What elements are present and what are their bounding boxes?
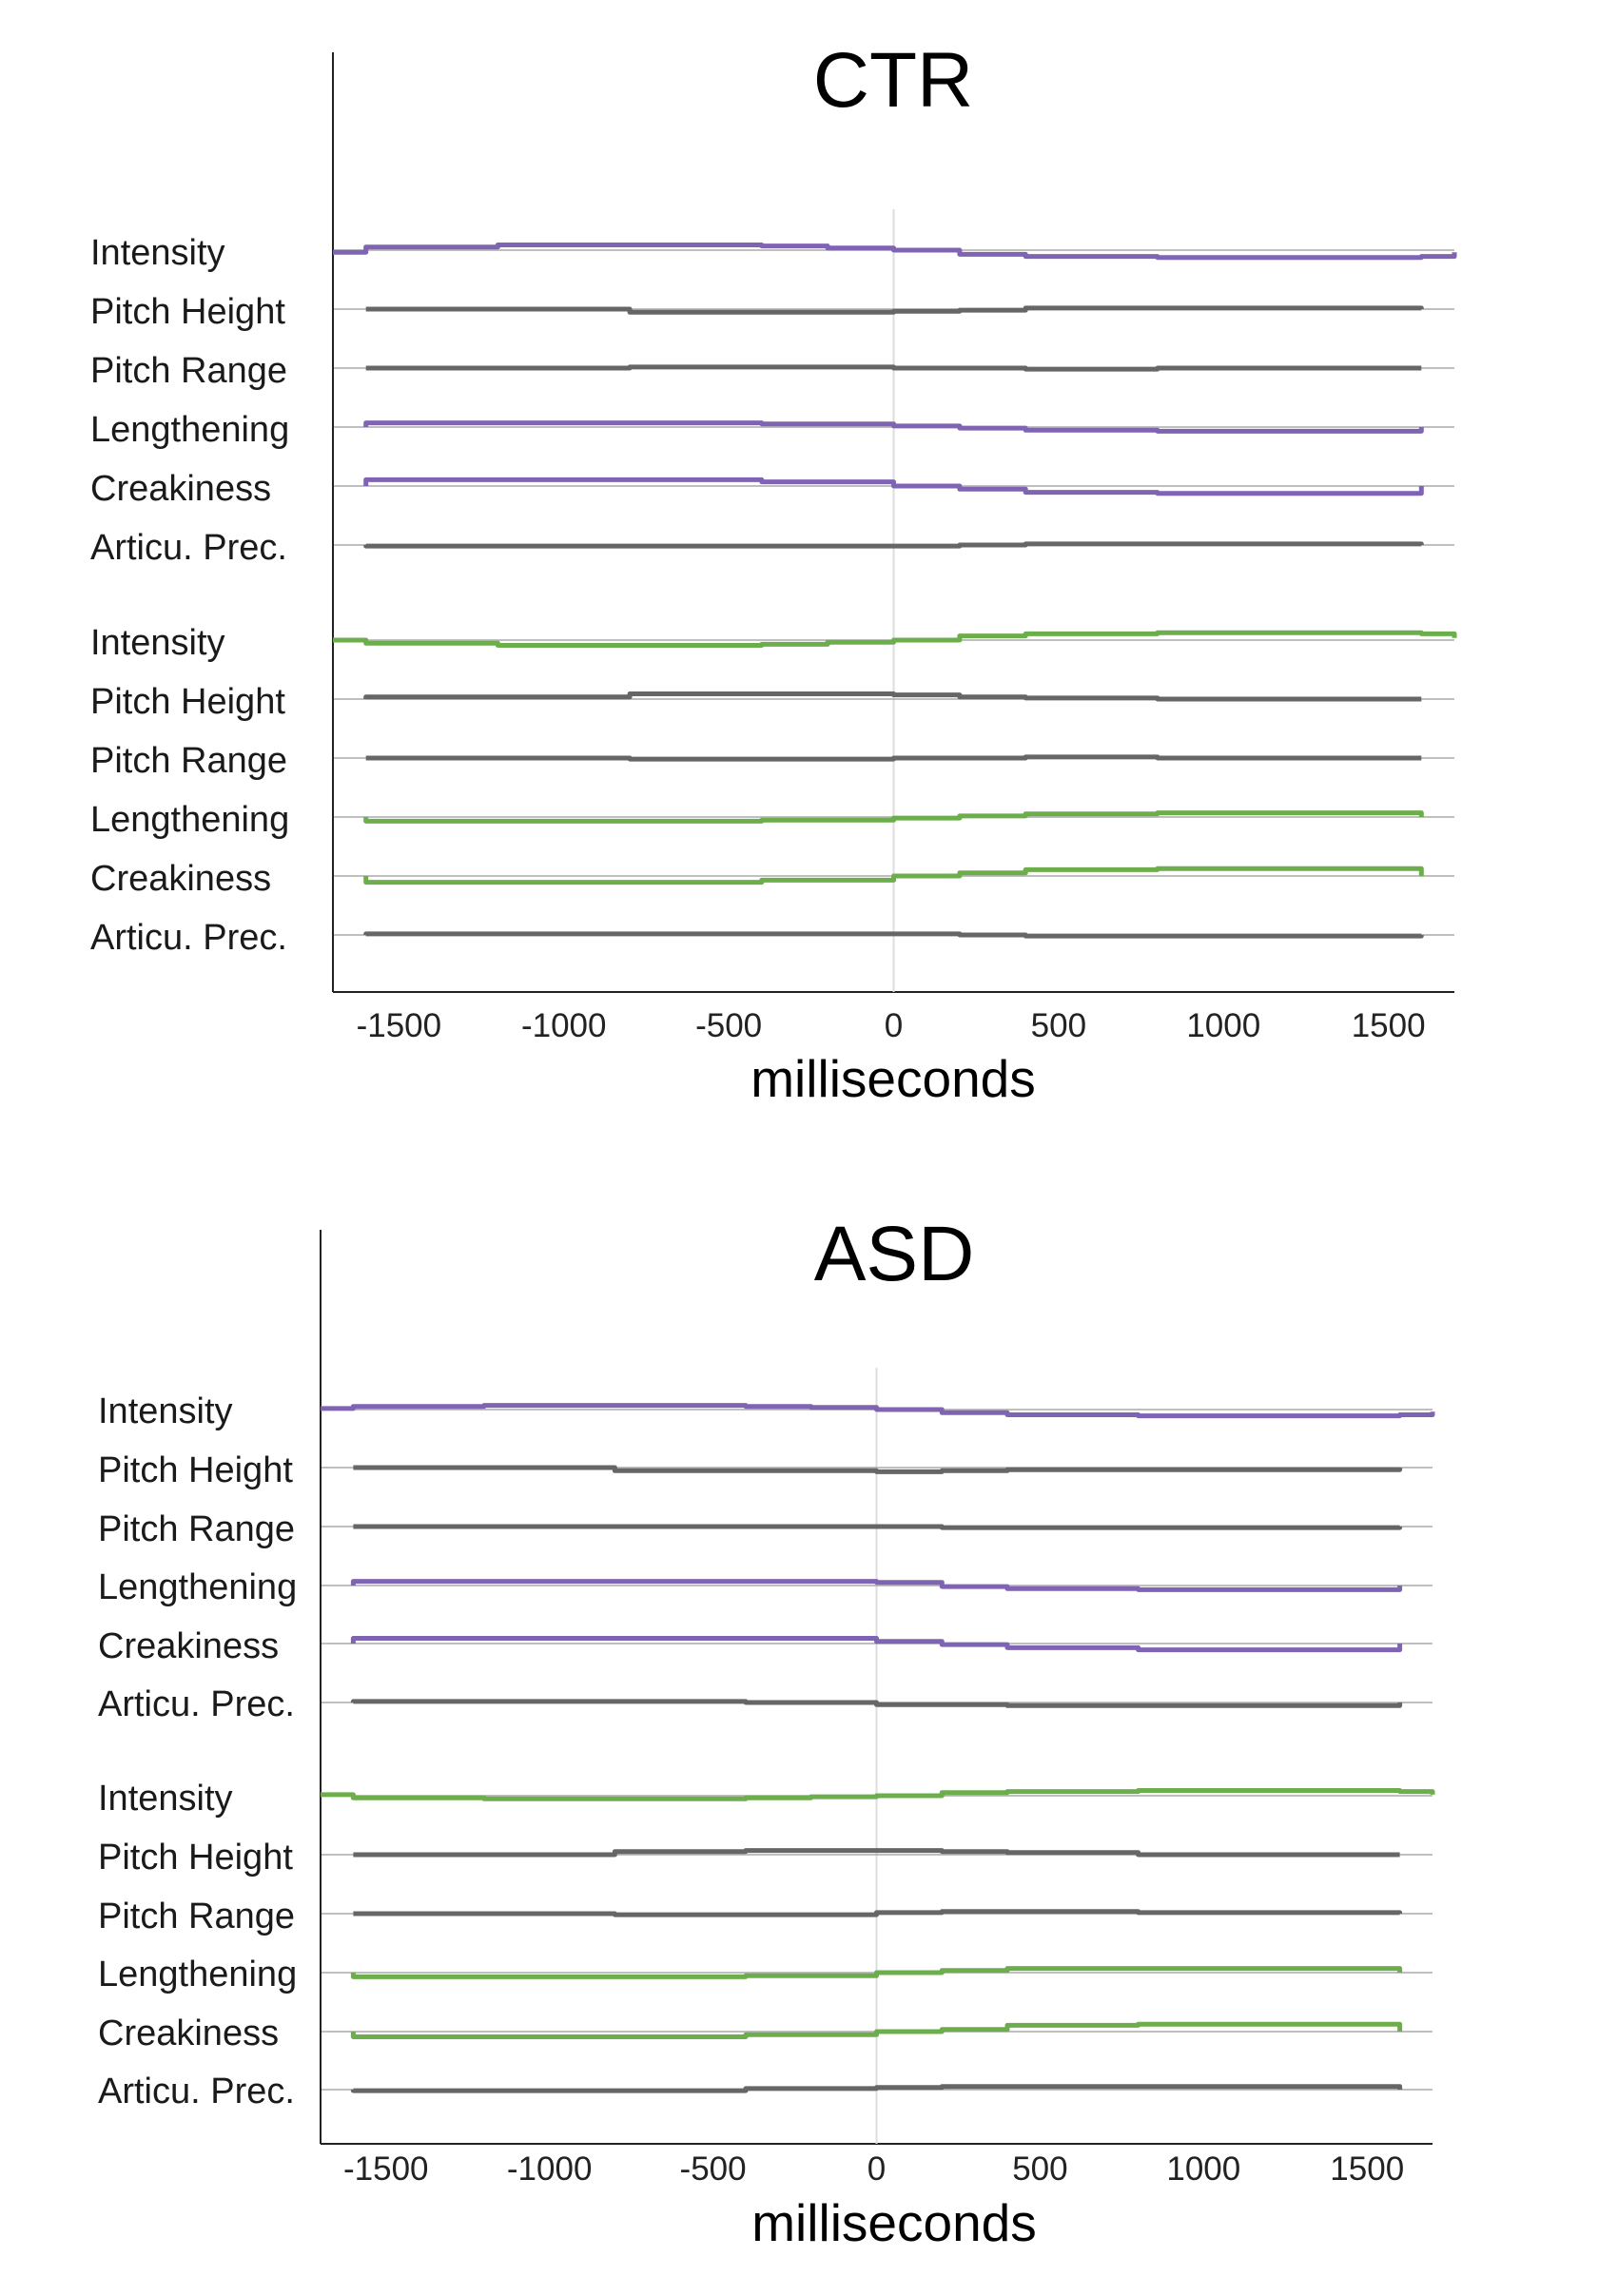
series-line-creakiness — [363, 477, 1424, 496]
row-label: Pitch Height — [90, 292, 285, 332]
panel-ctr-x-ticks: -1500 -1000 -500 0 500 1000 1500 — [357, 1007, 1426, 1044]
row-label: Intensity — [98, 1779, 233, 1819]
row-label: Articu. Prec. — [90, 918, 287, 958]
row-label: Intensity — [90, 623, 225, 663]
row-label: Articu. Prec. — [98, 1684, 295, 1724]
panel-asd-x-ticks: -1500 -1000 -500 0 500 1000 1500 — [343, 2150, 1404, 2188]
panel-asd-group-purple: Intensity Pitch Height Pitch Range Lengt… — [98, 1391, 297, 1724]
row-label: Lengthening — [90, 410, 289, 450]
panel-asd-series — [321, 1403, 1435, 2093]
row-label: Pitch Range — [98, 1509, 295, 1549]
panel-ctr-title: CTR — [813, 37, 974, 124]
x-tick-label: -500 — [680, 2150, 747, 2188]
series-line-lengthening — [363, 810, 1424, 824]
row-label: Creakiness — [98, 1626, 279, 1666]
x-tick-label: -1000 — [521, 1007, 607, 1044]
x-tick-label: 1000 — [1186, 1007, 1260, 1044]
row-label: Pitch Range — [98, 1897, 295, 1936]
x-tick-label: -500 — [695, 1007, 762, 1044]
row-label: Creakiness — [90, 859, 271, 899]
row-label: Pitch Range — [90, 741, 287, 781]
series-line-pitch-range — [365, 754, 1422, 762]
series-line-intensity — [333, 630, 1457, 648]
panel-asd: ASD milliseconds -1500 -1000 -500 0 500 1000 1… — [98, 1211, 1435, 2252]
series-line-articu-prec — [363, 541, 1424, 549]
panel-asd-title: ASD — [814, 1211, 975, 1297]
x-tick-label: -1500 — [357, 1007, 442, 1044]
series-line-creakiness — [350, 2021, 1403, 2039]
row-label: Pitch Range — [90, 351, 287, 391]
x-tick-label: -1500 — [343, 2150, 429, 2188]
series-line-articu-prec — [350, 1699, 1403, 1708]
panel-ctr-x-axis-label: milliseconds — [751, 1049, 1036, 1108]
x-tick-label: 1000 — [1166, 2150, 1240, 2188]
x-tick-label: 0 — [885, 1007, 903, 1044]
x-tick-label: 1500 — [1352, 1007, 1426, 1044]
row-label: Pitch Height — [90, 682, 285, 722]
series-line-articu-prec — [350, 2084, 1403, 2093]
row-label: Creakiness — [90, 469, 271, 509]
series-line-pitch-height — [353, 1848, 1400, 1858]
row-label: Articu. Prec. — [98, 2072, 295, 2111]
x-tick-label: 500 — [1031, 1007, 1086, 1044]
series-line-pitch-height — [365, 305, 1424, 315]
series-line-lengthening — [350, 1579, 1403, 1592]
panel-ctr-group-purple: Intensity Pitch Height Pitch Range Lengt… — [90, 233, 289, 568]
x-tick-label: 0 — [867, 2150, 886, 2188]
row-label: Intensity — [98, 1391, 233, 1431]
x-tick-label: 1500 — [1330, 2150, 1404, 2188]
series-line-lengthening — [363, 420, 1424, 434]
row-label: Lengthening — [90, 800, 289, 840]
row-label: Pitch Height — [98, 1450, 293, 1490]
row-label: Articu. Prec. — [90, 528, 287, 568]
row-label: Creakiness — [98, 2014, 279, 2053]
panel-asd-group-green: Intensity Pitch Height Pitch Range Lengt… — [98, 1779, 297, 2111]
panel-ctr-group-green: Intensity Pitch Height Pitch Range Lengt… — [90, 623, 289, 958]
row-label: Intensity — [90, 233, 225, 273]
panel-ctr-series — [333, 243, 1457, 939]
series-line-pitch-range — [353, 1909, 1403, 1917]
row-label: Pitch Height — [98, 1838, 293, 1878]
row-label: Lengthening — [98, 1567, 297, 1607]
x-tick-label: -1000 — [507, 2150, 593, 2188]
panel-asd-x-axis-label: milliseconds — [751, 2193, 1037, 2252]
x-tick-label: 500 — [1012, 2150, 1067, 2188]
series-line-intensity — [321, 1788, 1435, 1801]
series-line-pitch-height — [363, 691, 1422, 702]
series-line-intensity — [333, 243, 1457, 261]
row-label: Lengthening — [98, 1955, 297, 1994]
series-line-creakiness — [350, 1636, 1403, 1653]
series-line-creakiness — [363, 866, 1424, 885]
series-line-lengthening — [350, 1966, 1403, 1979]
panel-ctr: CTR milliseconds -1500 -1000 -500 0 500 1000 1… — [90, 37, 1457, 1108]
series-line-articu-prec — [363, 931, 1424, 939]
series-line-pitch-height — [353, 1465, 1403, 1474]
series-line-pitch-range — [365, 364, 1422, 372]
series-line-intensity — [321, 1403, 1435, 1419]
